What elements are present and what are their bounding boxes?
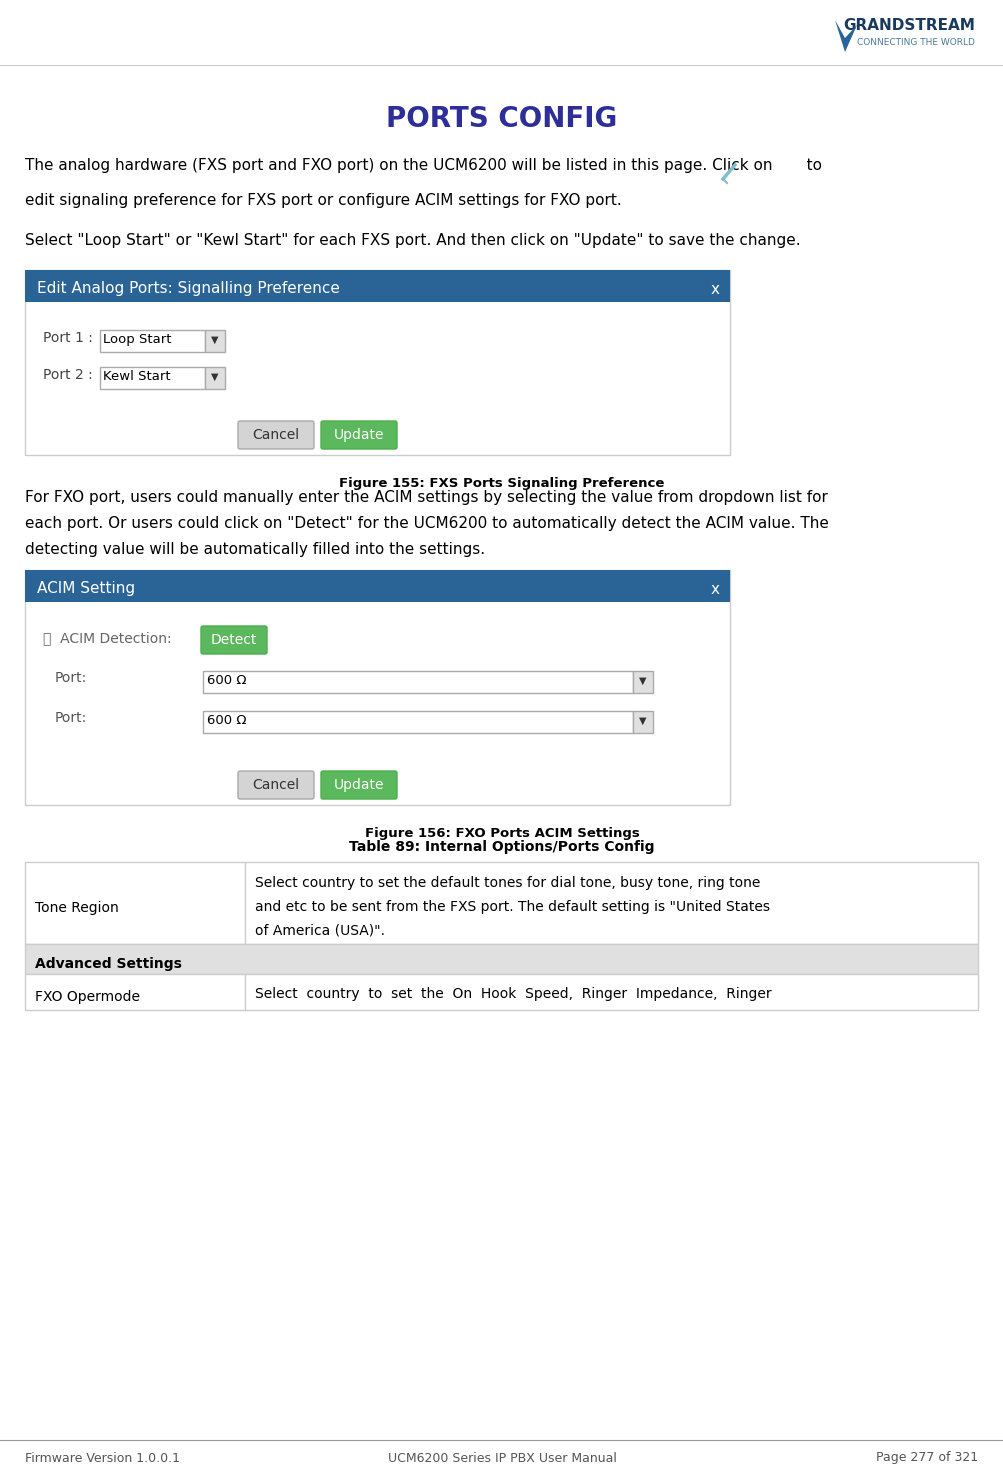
Text: Port 1 :: Port 1 : (43, 331, 93, 346)
Bar (205, 329, 225, 352)
Text: x: x (710, 582, 719, 597)
Text: For FXO port, users could manually enter the ACIM settings by selecting the valu: For FXO port, users could manually enter… (25, 490, 827, 505)
Bar (25, 570, 729, 805)
Text: Tone Region: Tone Region (35, 901, 118, 914)
Text: Port 2 :: Port 2 : (43, 368, 92, 383)
Text: 600 Ω: 600 Ω (207, 675, 247, 687)
Text: Select country to set the default tones for dial tone, busy tone, ring tone: Select country to set the default tones … (255, 876, 759, 891)
Bar (632, 710, 652, 733)
Bar (100, 329, 205, 352)
Bar (205, 366, 225, 388)
Text: 600 Ω: 600 Ω (207, 715, 247, 728)
Text: Kewl Start: Kewl Start (103, 371, 171, 384)
Text: ▼: ▼ (639, 716, 646, 727)
Text: detecting value will be automatically filled into the settings.: detecting value will be automatically fi… (25, 542, 484, 557)
Text: Update: Update (333, 428, 384, 442)
Text: CONNECTING THE WORLD: CONNECTING THE WORLD (857, 38, 974, 47)
Bar (203, 710, 632, 733)
Text: Cancel: Cancel (252, 428, 299, 442)
Text: Port:: Port: (55, 671, 87, 685)
Text: Figure 156: FXO Ports ACIM Settings: Figure 156: FXO Ports ACIM Settings (364, 827, 639, 840)
Text: ▼: ▼ (211, 372, 219, 383)
Text: Page 277 of 321: Page 277 of 321 (875, 1452, 977, 1465)
Bar (632, 671, 652, 693)
Text: and etc to be sent from the FXS port. The default setting is "United States: and etc to be sent from the FXS port. Th… (255, 899, 769, 914)
Text: ▼: ▼ (639, 676, 646, 685)
Text: each port. Or users could click on "Detect" for the UCM6200 to automatically det: each port. Or users could click on "Dete… (25, 515, 828, 532)
Bar (25, 570, 729, 603)
Text: Figure 155: FXS Ports Signaling Preference: Figure 155: FXS Ports Signaling Preferen… (339, 477, 664, 490)
Text: x: x (710, 282, 719, 297)
Text: of America (USA)".: of America (USA)". (255, 925, 384, 938)
FancyBboxPatch shape (238, 421, 314, 449)
Text: Loop Start: Loop Start (103, 334, 172, 347)
Text: Firmware Version 1.0.0.1: Firmware Version 1.0.0.1 (25, 1452, 180, 1465)
Text: Edit Analog Ports: Signalling Preference: Edit Analog Ports: Signalling Preference (37, 282, 340, 297)
Text: The analog hardware (FXS port and FXO port) on the UCM6200 will be listed in thi: The analog hardware (FXS port and FXO po… (25, 158, 821, 173)
Polygon shape (834, 21, 857, 52)
Bar (203, 671, 632, 693)
Bar (25, 944, 977, 973)
Text: edit signaling preference for FXS port or configure ACIM settings for FXO port.: edit signaling preference for FXS port o… (25, 193, 621, 208)
Bar (25, 270, 729, 455)
FancyBboxPatch shape (321, 771, 396, 799)
Text: Advanced Settings: Advanced Settings (35, 957, 182, 970)
Text: UCM6200 Series IP PBX User Manual: UCM6200 Series IP PBX User Manual (387, 1452, 616, 1465)
Text: Cancel: Cancel (252, 778, 299, 792)
FancyBboxPatch shape (238, 771, 314, 799)
Text: Table 89: Internal Options/Ports Config: Table 89: Internal Options/Ports Config (349, 840, 654, 854)
Text: FXO Opermode: FXO Opermode (35, 990, 139, 1004)
Text: GRANDSTREAM: GRANDSTREAM (843, 18, 974, 32)
Text: ▼: ▼ (211, 335, 219, 346)
FancyBboxPatch shape (321, 421, 396, 449)
Bar (25, 270, 729, 301)
Bar (25, 973, 977, 1010)
Text: Port:: Port: (55, 710, 87, 725)
Text: ⓘ  ACIM Detection:: ⓘ ACIM Detection: (43, 631, 172, 645)
Text: Update: Update (333, 778, 384, 792)
Text: ACIM Setting: ACIM Setting (37, 582, 135, 597)
Bar (100, 366, 205, 388)
Bar (25, 863, 977, 944)
Text: Detect: Detect (211, 634, 257, 647)
Text: Select "Loop Start" or "Kewl Start" for each FXS port. And then click on "Update: Select "Loop Start" or "Kewl Start" for … (25, 233, 799, 248)
Text: Select  country  to  set  the  On  Hook  Speed,  Ringer  Impedance,  Ringer: Select country to set the On Hook Speed,… (255, 987, 771, 1001)
FancyBboxPatch shape (201, 626, 267, 654)
Text: PORTS CONFIG: PORTS CONFIG (386, 105, 617, 133)
